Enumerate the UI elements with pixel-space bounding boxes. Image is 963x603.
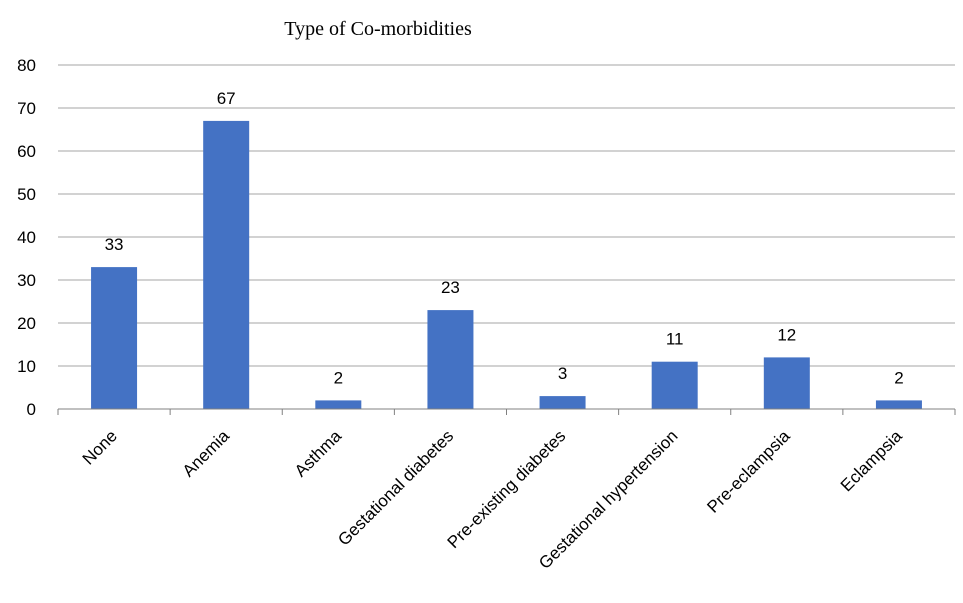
- data-label: 33: [105, 235, 124, 254]
- data-label: 23: [441, 278, 460, 297]
- y-tick-label: 0: [27, 400, 36, 419]
- y-tick-label: 80: [17, 56, 36, 75]
- y-tick-label: 70: [17, 99, 36, 118]
- x-tick-label: Gestational diabetes: [334, 426, 457, 549]
- y-tick-label: 40: [17, 228, 36, 247]
- x-tick-label: Pre-eclampsia: [703, 426, 794, 517]
- x-tick-label: Pre-existing diabetes: [444, 426, 570, 552]
- x-tick-label: Eclampsia: [837, 426, 906, 495]
- y-tick-label: 50: [17, 185, 36, 204]
- data-label: 67: [217, 89, 236, 108]
- data-label: 11: [666, 330, 684, 349]
- bar: [315, 400, 362, 409]
- data-label: 2: [334, 368, 343, 387]
- x-axis: [57, 408, 956, 415]
- data-labels: 33 67 2 23 3 11 12 2: [105, 89, 904, 387]
- y-tick-label: 60: [17, 142, 36, 161]
- bars: [91, 120, 922, 410]
- bar: [203, 120, 250, 410]
- bar: [539, 396, 586, 409]
- y-tick-label: 30: [17, 271, 36, 290]
- bar: [91, 267, 138, 409]
- y-gridlines: [58, 64, 955, 367]
- data-label: 2: [894, 368, 903, 387]
- x-tick-label: None: [79, 426, 121, 468]
- bar: [651, 361, 698, 409]
- data-label: 3: [558, 364, 567, 383]
- data-label: 12: [777, 325, 796, 344]
- x-tick-label: Anemia: [179, 426, 234, 481]
- y-tick-label: 20: [17, 314, 36, 333]
- y-axis-tick-labels: 0 10 20 30 40 50 60 70 80: [17, 56, 36, 419]
- x-tick-label: Asthma: [291, 426, 346, 481]
- bar: [427, 310, 474, 409]
- bar: [763, 357, 810, 409]
- bar: [875, 400, 922, 409]
- chart-title: Type of Co-morbidities: [284, 18, 472, 40]
- y-tick-label: 10: [17, 357, 36, 376]
